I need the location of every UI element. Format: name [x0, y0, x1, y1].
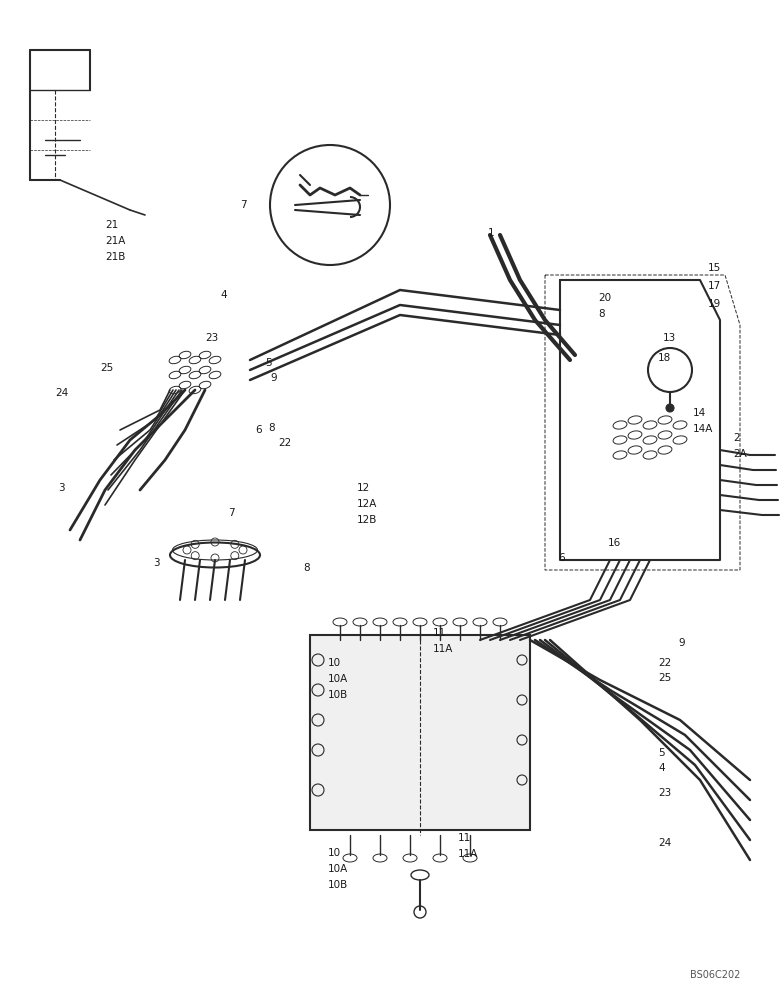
- Text: 8: 8: [598, 309, 604, 319]
- Text: 15: 15: [708, 263, 721, 273]
- Text: 12B: 12B: [357, 515, 377, 525]
- Text: 23: 23: [205, 333, 218, 343]
- Text: 2: 2: [733, 433, 739, 443]
- Text: 12: 12: [357, 483, 370, 493]
- Text: 14: 14: [693, 408, 706, 418]
- Text: 10A: 10A: [328, 864, 348, 874]
- Text: 22: 22: [278, 438, 291, 448]
- Text: 14A: 14A: [693, 424, 713, 434]
- Text: 13: 13: [663, 333, 677, 343]
- Text: 6: 6: [255, 425, 262, 435]
- Text: 22: 22: [658, 658, 671, 668]
- Text: 11: 11: [458, 833, 471, 843]
- Text: 8: 8: [268, 423, 274, 433]
- Text: 18: 18: [658, 353, 671, 363]
- Text: 25: 25: [658, 673, 671, 683]
- Text: 2A: 2A: [733, 449, 746, 459]
- Text: 4: 4: [220, 290, 227, 300]
- Text: 9: 9: [678, 638, 684, 648]
- Text: 23: 23: [658, 788, 671, 798]
- Text: 10: 10: [328, 848, 341, 858]
- Text: 12A: 12A: [357, 499, 377, 509]
- Text: BS06C202: BS06C202: [690, 970, 740, 980]
- Text: 17: 17: [708, 281, 721, 291]
- Text: 20: 20: [598, 293, 611, 303]
- Text: 21B: 21B: [105, 252, 125, 262]
- Text: 11A: 11A: [458, 849, 478, 859]
- Text: 21: 21: [105, 220, 118, 230]
- Text: 25: 25: [100, 363, 113, 373]
- Text: 5: 5: [265, 358, 271, 368]
- Text: 7: 7: [228, 508, 234, 518]
- Text: 10A: 10A: [328, 674, 348, 684]
- Text: 19: 19: [708, 299, 721, 309]
- Text: 5: 5: [658, 748, 665, 758]
- Text: 24: 24: [658, 838, 671, 848]
- Text: 6: 6: [558, 553, 564, 563]
- Text: 10B: 10B: [328, 880, 348, 890]
- Text: 3: 3: [153, 558, 160, 568]
- FancyBboxPatch shape: [310, 635, 530, 830]
- Circle shape: [666, 404, 674, 412]
- Text: 11A: 11A: [433, 644, 453, 654]
- Text: 24: 24: [55, 388, 68, 398]
- Text: 10B: 10B: [328, 690, 348, 700]
- Text: 21A: 21A: [105, 236, 125, 246]
- Text: 1: 1: [488, 228, 495, 238]
- Text: 11: 11: [433, 628, 446, 638]
- Text: 3: 3: [58, 483, 64, 493]
- Text: 16: 16: [608, 538, 621, 548]
- Text: 7: 7: [240, 200, 247, 210]
- Text: 4: 4: [658, 763, 665, 773]
- Text: 9: 9: [270, 373, 277, 383]
- Text: 8: 8: [303, 563, 310, 573]
- Text: 10: 10: [328, 658, 341, 668]
